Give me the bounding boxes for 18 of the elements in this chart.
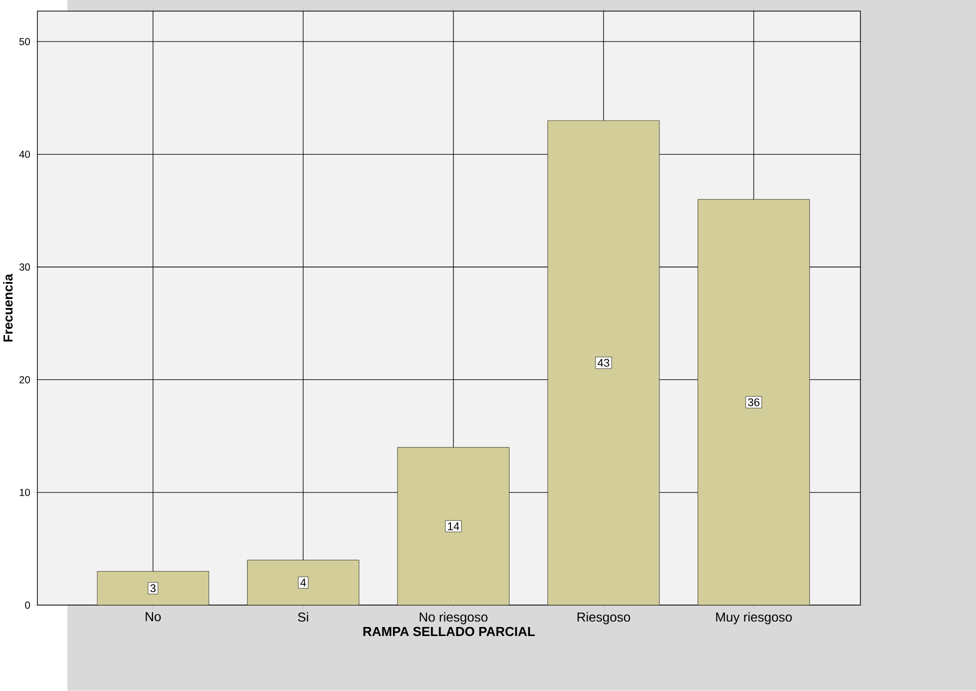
data-label: 4 (300, 578, 306, 587)
x-tick-label: Muy riesgoso (716, 612, 792, 624)
y-tick-label: 20 (20, 376, 30, 384)
data-label: 14 (448, 522, 460, 530)
y-tick-label: 30 (19, 264, 30, 271)
x-tick-label: No (146, 612, 161, 622)
data-label: 43 (598, 358, 610, 367)
y-tick-label: 50 (19, 38, 30, 46)
x-tick-label: No riesgoso (420, 612, 488, 624)
x-tick-label: Si (298, 612, 308, 622)
x-axis-title: RAMPA SELLADO PARCIAL (363, 626, 535, 636)
y-tick-label: 10 (20, 488, 30, 496)
x-tick-label: Riesgoso (578, 612, 630, 624)
y-tick-label: 0 (25, 602, 30, 609)
y-axis-title: Frecuencia (3, 274, 13, 342)
y-tick-label: 40 (19, 150, 30, 158)
data-label: 3 (150, 584, 156, 592)
data-label: 36 (748, 398, 760, 406)
